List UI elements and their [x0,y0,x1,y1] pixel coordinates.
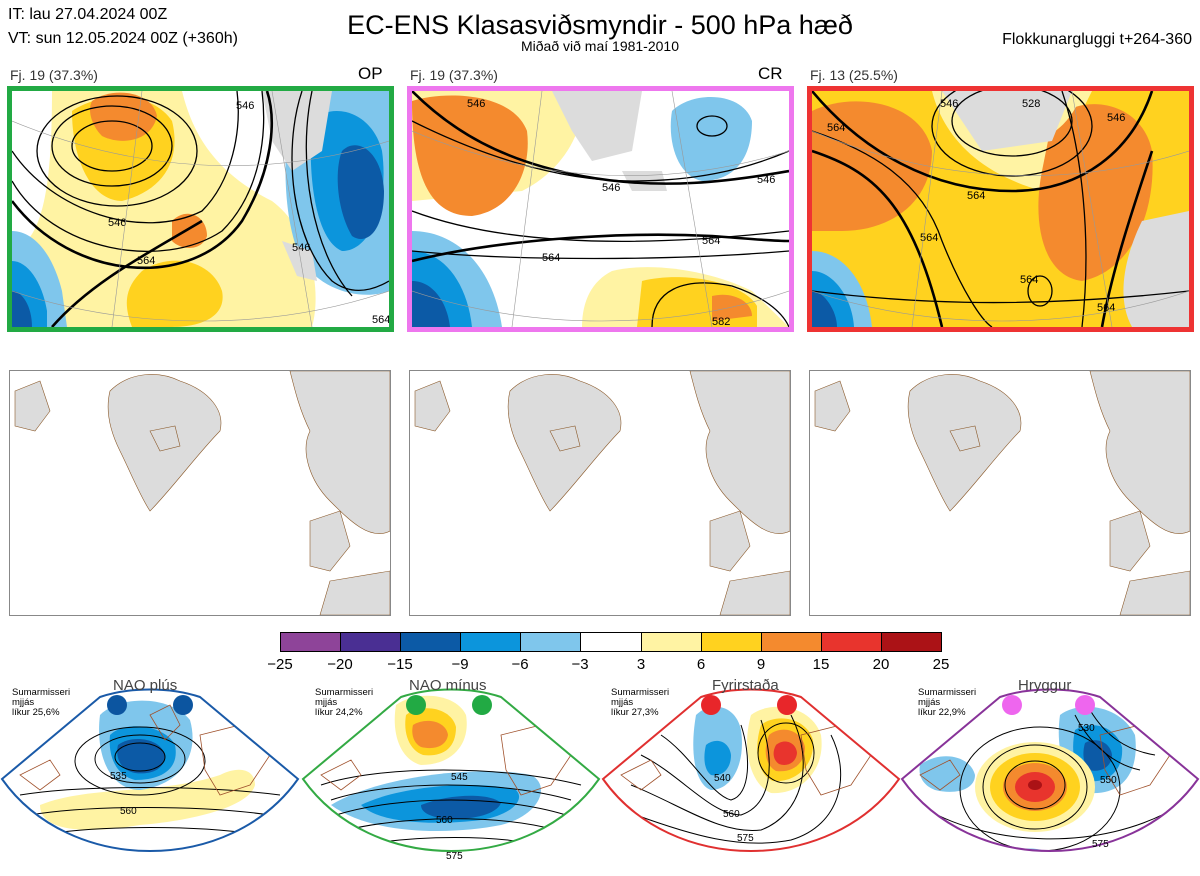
classification-window: Flokkunargluggi t+264-360 [1002,31,1192,48]
regime-dot [1002,695,1022,715]
contour-label: 575 [446,851,463,862]
regime-title: Fyrirstaða [712,677,779,694]
colorbar-tick: 25 [932,656,950,673]
regime-title: Hryggur [1018,677,1072,694]
contour-label: 528 [1022,98,1040,110]
colorbar-swatch [821,633,882,651]
regime-note: Sumarmisseri mjjás líkur 22,9% [918,687,977,718]
contour-label: 530 [1078,723,1095,734]
contour-label: 546 [108,217,126,229]
colorbar-tick: 15 [812,656,830,673]
colorbar-tick: −3 [571,656,589,673]
contour-label: 546 [757,174,775,186]
contour-label: 546 [940,98,958,110]
regime-title: NAO plús [113,677,178,694]
regime-dot [472,695,492,715]
regime-note: Sumarmisseri mjjás líkur 27,3% [611,687,670,718]
contour-label: 546 [236,100,254,112]
contour-label: 575 [737,833,754,844]
cluster-3-label: Fj. 13 (25.5%) [810,67,898,83]
colorbar-tick: 6 [696,656,706,673]
contour-label: 564 [542,252,560,264]
regime-dot [1075,695,1095,715]
contour-label: 575 [1092,839,1109,850]
regime-note: Sumarmisseri mjjás líkur 25,6% [12,687,71,718]
colorbar-tick: 3 [636,656,646,673]
colorbar-swatch [761,633,822,651]
colorbar-swatch [461,633,522,651]
contour-label: 546 [467,98,485,110]
regime-dot [173,695,193,715]
page-title: EC-ENS Klasasviðsmyndir - 500 hPa hæð [347,10,853,40]
contour-label: 535 [110,771,127,782]
regime-dot [701,695,721,715]
contour-label: 545 [451,772,468,783]
empty-map-2 [409,370,791,616]
cluster-1-map[interactable]: 546 546 564 546 564 [7,86,394,332]
regime-blocking[interactable]: 540 560 575 Fyrirstaða Sumarmisseri mjjás… [601,675,901,871]
colorbar-tick: −6 [511,656,529,673]
contour-label: 564 [702,235,720,247]
colorbar-swatch [701,633,762,651]
contour-label: 560 [436,815,453,826]
contour-label: 546 [1107,112,1125,124]
cluster-2-map[interactable]: 546 546 546 564 564 582 [407,86,794,332]
colorbar [280,632,942,652]
regime-note: Sumarmisseri mjjás líkur 24,2% [315,687,374,718]
regime-dot [406,695,426,715]
regime-nao-plus[interactable]: 535 560 NAO plús Sumarmisseri mjjás líkur … [0,675,300,871]
colorbar-tick: −15 [387,656,413,673]
colorbar-tick: −20 [327,656,353,673]
contour-label: 564 [920,232,938,244]
regime-nao-minus[interactable]: 545 560 575 NAO mínus Sumarmisseri mjjás l… [301,675,601,871]
regime-dot [107,695,127,715]
regime-dot [777,695,797,715]
colorbar-swatch [401,633,462,651]
colorbar-tick: −25 [267,656,293,673]
colorbar-swatch [341,633,402,651]
colorbar-swatch [521,633,582,651]
contour-label: 550 [1100,775,1117,786]
contour-label: 564 [1097,302,1115,314]
contour-label: 564 [137,255,155,267]
cluster-2-label: Fj. 19 (37.3%) [410,67,498,83]
contour-label: 564 [372,314,389,326]
contour-label: 564 [967,190,985,202]
contour-label: 564 [1020,274,1038,286]
cluster-1-label: Fj. 19 (37.3%) [10,67,98,83]
colorbar-swatch [641,633,702,651]
contour-label: 564 [827,122,845,134]
contour-label: 560 [120,806,137,817]
contour-label: 546 [602,182,620,194]
colorbar-swatch [281,633,342,651]
contour-label: 540 [714,773,731,784]
cluster-2-tag: CR [758,64,783,83]
init-time: IT: lau 27.04.2024 00Z [8,6,168,23]
contour-label: 546 [292,242,310,254]
colorbar-tick: −9 [451,656,469,673]
regime-ridge[interactable]: 530 550 575 Hryggur Sumarmisseri mjjás lík… [900,675,1200,871]
cluster-3-map[interactable]: 564 546 528 564 564 564 564 546 [807,86,1194,332]
contour-label: 560 [723,809,740,820]
colorbar-tick: 9 [756,656,766,673]
colorbar-swatch [881,633,942,651]
page-subtitle: Miðað við maí 1981-2010 [521,38,679,54]
valid-time: VT: sun 12.05.2024 00Z (+360h) [8,30,238,47]
empty-map-1 [9,370,391,616]
regime-title: NAO mínus [409,677,487,694]
contour-label: 582 [712,316,730,327]
empty-map-3 [809,370,1191,616]
cluster-1-tag: OP [358,64,383,83]
colorbar-tick: 20 [872,656,890,673]
colorbar-swatch [581,633,642,651]
